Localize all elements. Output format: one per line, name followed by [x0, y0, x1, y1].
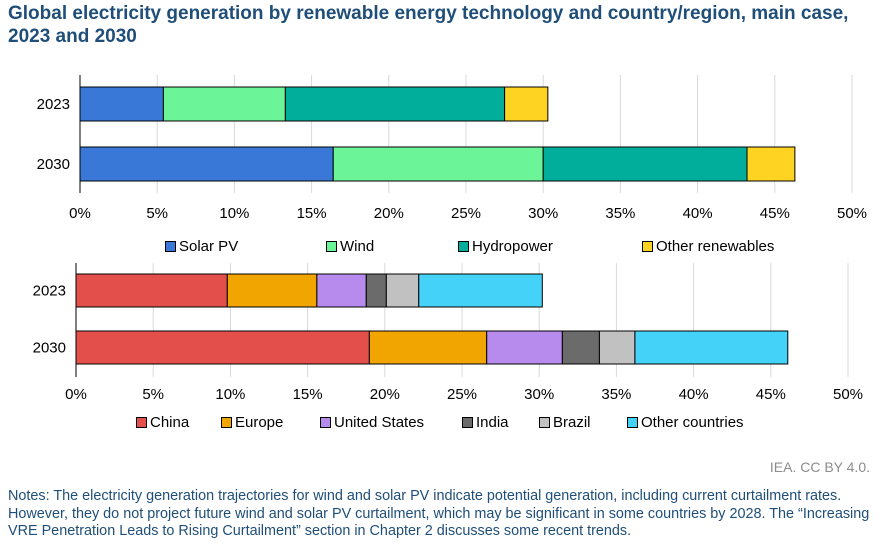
legend-swatch — [326, 241, 337, 252]
legend-swatch — [627, 417, 638, 428]
legend-label: United States — [334, 414, 425, 431]
bar-segment — [226, 273, 318, 308]
bar-segment — [162, 86, 286, 122]
x-tick-label: 0% — [69, 205, 91, 222]
legend-item: Other renewables — [642, 238, 774, 255]
bar-segment — [561, 330, 600, 365]
bar-segment — [385, 273, 420, 308]
legend-swatch — [458, 241, 469, 252]
bar-segment — [316, 273, 367, 308]
x-tick-label: 45% — [756, 386, 786, 403]
legend-swatch — [320, 417, 331, 428]
x-tick-label: 50% — [833, 386, 863, 403]
chart-title: Global electricity generation by renewab… — [8, 3, 849, 47]
x-tick-label: 30% — [524, 386, 554, 403]
x-tick-label: 35% — [605, 205, 635, 222]
legend-label: Other countries — [641, 414, 744, 431]
legend-item: China — [136, 414, 189, 431]
x-tick-label: 15% — [297, 205, 327, 222]
legend-label: India — [476, 414, 509, 431]
bar-segment — [746, 146, 796, 182]
legend-swatch — [642, 241, 653, 252]
bar-segment — [365, 273, 387, 308]
legend-item: Hydropower — [458, 238, 553, 255]
bar-segment — [79, 146, 334, 182]
bar-segment — [542, 146, 748, 182]
credit-text: IEA. CC BY 4.0. — [769, 459, 870, 475]
x-tick-label: 30% — [528, 205, 558, 222]
bar-segment — [284, 86, 506, 122]
legend-swatch — [165, 241, 176, 252]
x-tick-label: 10% — [215, 386, 245, 403]
legend-label: Other renewables — [656, 238, 775, 255]
x-tick-label: 5% — [146, 205, 168, 222]
legend-item: Other countries — [627, 414, 744, 431]
legend-swatch — [136, 417, 147, 428]
bar-segment — [504, 86, 549, 122]
x-tick-label: 20% — [370, 386, 400, 403]
legend-label: Europe — [235, 414, 284, 431]
legend-label: China — [150, 414, 190, 431]
bar-segment — [75, 330, 370, 365]
legend-technology: Solar PV Wind Hydropower Other renewables — [0, 238, 892, 258]
bar-segment — [79, 86, 164, 122]
legend-item: Solar PV — [165, 238, 238, 255]
x-tick-label: 5% — [142, 386, 164, 403]
bar-segment — [486, 330, 563, 365]
bar-segment — [75, 273, 228, 308]
legend-label: Brazil — [553, 414, 591, 431]
legend-item: Brazil — [539, 414, 591, 431]
x-tick-label: 40% — [683, 205, 713, 222]
x-tick-label: 40% — [679, 386, 709, 403]
x-tick-label: 25% — [451, 205, 481, 222]
legend-item: Europe — [221, 414, 283, 431]
legend-swatch — [221, 417, 232, 428]
bar-segment — [598, 330, 636, 365]
legend-label: Solar PV — [179, 238, 239, 255]
notes-text: Notes: The electricity generation trajec… — [8, 488, 870, 539]
category-label: 2023 — [33, 283, 66, 300]
x-tick-label: 50% — [837, 205, 867, 222]
x-tick-label: 15% — [293, 386, 323, 403]
legend-swatch — [462, 417, 473, 428]
legend-country: China Europe United States India Brazil Other… — [0, 414, 892, 434]
x-tick-label: 0% — [65, 386, 87, 403]
x-tick-label: 10% — [219, 205, 249, 222]
legend-label: Wind — [340, 238, 375, 255]
x-tick-label: 20% — [374, 205, 404, 222]
legend-item: Wind — [326, 238, 374, 255]
x-tick-label: 45% — [760, 205, 790, 222]
legend-item: India — [462, 414, 509, 431]
x-tick-label: 35% — [601, 386, 631, 403]
bar-segment — [332, 146, 544, 182]
bar-segment — [634, 330, 789, 365]
category-label: 2030 — [33, 340, 66, 357]
bar-segment — [418, 273, 543, 308]
bar-segment — [368, 330, 488, 365]
x-tick-label: 25% — [447, 386, 477, 403]
legend-label: Hydropower — [472, 238, 553, 255]
category-label: 2023 — [37, 96, 70, 113]
category-label: 2030 — [37, 156, 70, 173]
legend-swatch — [539, 417, 550, 428]
legend-item: United States — [320, 414, 424, 431]
